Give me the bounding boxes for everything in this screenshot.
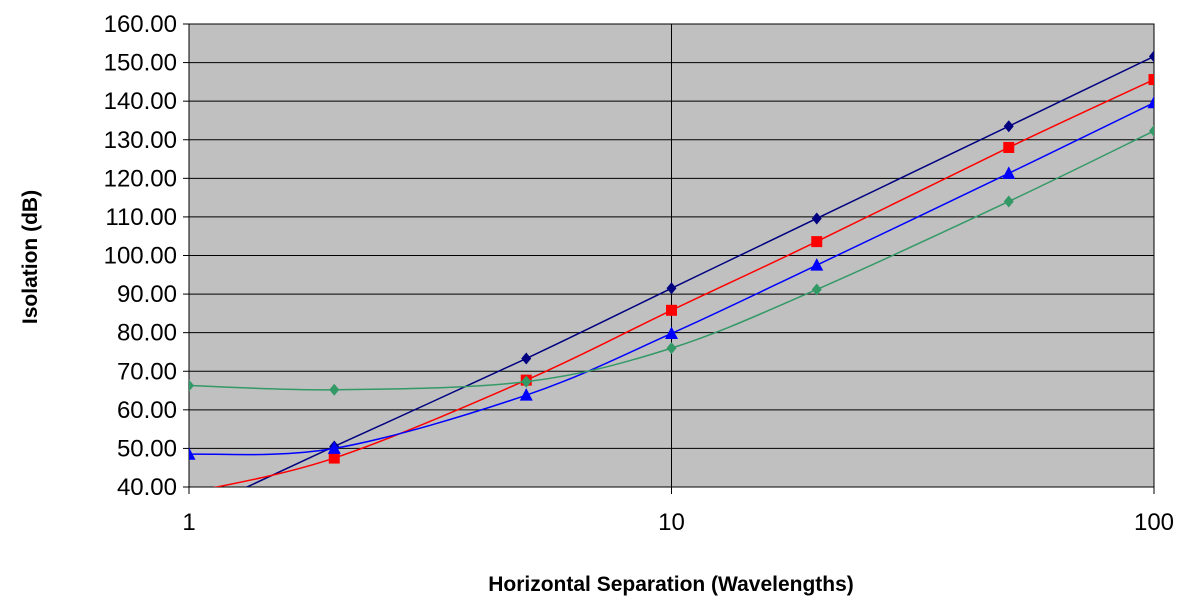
data-point [665, 326, 678, 339]
y-tick-label: 80.00 [117, 320, 177, 347]
data-point [1003, 141, 1015, 153]
data-point [666, 282, 677, 295]
data-point [1003, 195, 1014, 208]
y-tick-label: 140.00 [104, 88, 177, 115]
data-point [1147, 95, 1154, 109]
data-point [327, 441, 341, 454]
data-point [328, 452, 340, 464]
data-point [521, 375, 532, 388]
series-3 [189, 95, 1154, 460]
data-point [1149, 124, 1154, 137]
data-point [666, 342, 677, 355]
data-point [1003, 120, 1014, 133]
x-tick-label: 1 [182, 509, 195, 536]
series-4 [189, 124, 1154, 396]
data-point [189, 379, 194, 392]
y-tick-label: 50.00 [117, 435, 177, 462]
data-point [1149, 50, 1154, 63]
series-group [189, 50, 1154, 487]
y-tick-label: 150.00 [104, 50, 177, 77]
y-tick-label: 70.00 [117, 358, 177, 385]
y-axis-title: Isolation (dB) [19, 190, 42, 324]
y-tick-label: 40.00 [117, 474, 177, 501]
data-point [189, 447, 196, 460]
data-point [811, 283, 822, 296]
x-tick-label: 100 [1134, 509, 1174, 536]
y-tick-label: 160.00 [104, 11, 177, 38]
y-tick-label: 60.00 [117, 397, 177, 424]
y-tick-label: 100.00 [104, 243, 177, 270]
x-tick-labels: 1 10 100 [182, 509, 1174, 536]
y-tick-label: 90.00 [117, 281, 177, 308]
plot-border [188, 23, 1155, 488]
x-axis-title: Horizontal Separation (Wavelengths) [488, 573, 854, 596]
y-tick-label: 120.00 [104, 165, 177, 192]
data-point [329, 383, 340, 396]
data-point [519, 388, 533, 401]
data-point [811, 236, 823, 248]
x-tick-label: 10 [658, 509, 685, 536]
data-point [521, 352, 532, 365]
y-tick-labels: 40.00 50.00 60.00 70.00 80.00 90.00 100.00 110.… [104, 11, 177, 501]
grid [183, 23, 1155, 494]
data-point [1002, 166, 1016, 179]
data-point [666, 304, 677, 316]
data-point [810, 258, 824, 271]
y-tick-label: 130.00 [104, 127, 177, 154]
y-tick-label: 110.00 [105, 204, 177, 231]
data-point [811, 212, 822, 225]
data-point [1148, 74, 1154, 86]
